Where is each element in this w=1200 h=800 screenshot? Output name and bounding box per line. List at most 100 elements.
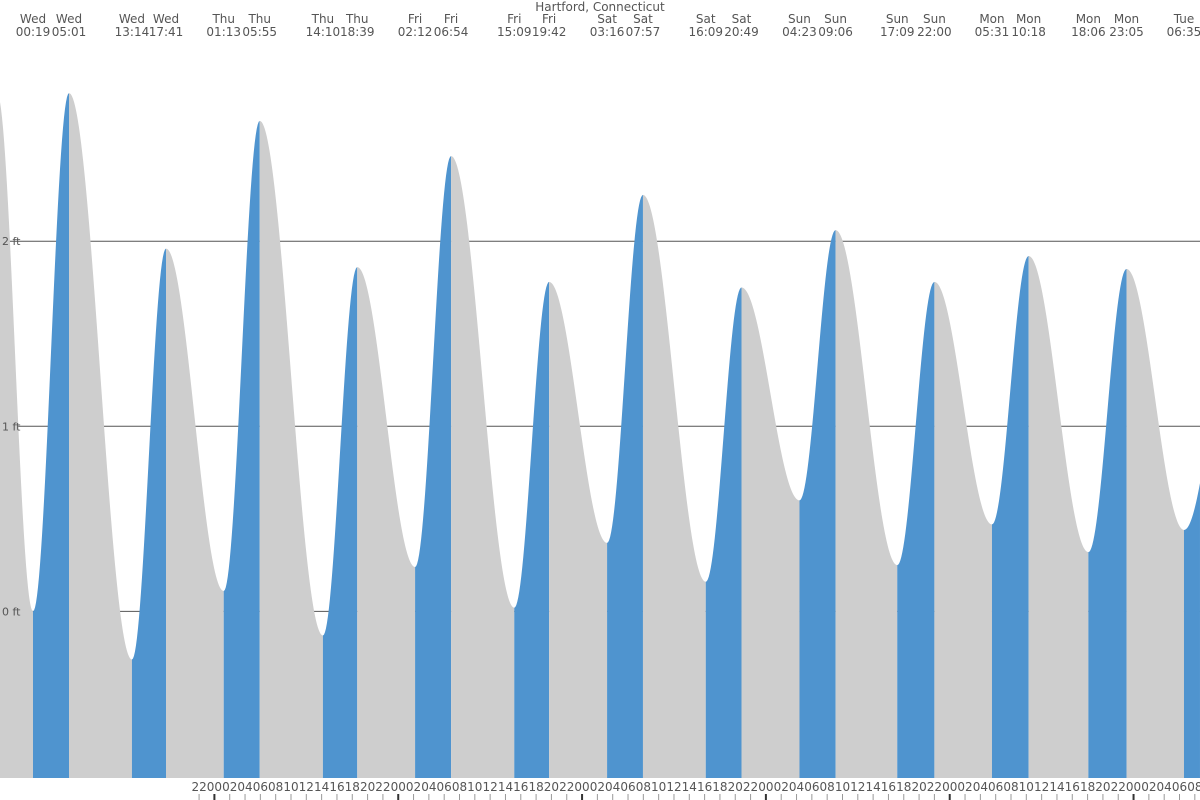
tide-area — [897, 281, 935, 778]
x-tick-label: 16 — [881, 780, 896, 794]
tide-area — [741, 287, 800, 778]
extreme-day: Thu — [345, 12, 369, 26]
x-tick-label: 22 — [559, 780, 574, 794]
extreme-day: Sun — [788, 12, 811, 26]
tide-area — [642, 194, 706, 778]
x-tick-label: 02 — [590, 780, 605, 794]
extreme-time: 17:09 — [880, 25, 915, 39]
x-tick-label: 04 — [605, 780, 620, 794]
tide-area — [934, 281, 992, 778]
extreme-day: Fri — [542, 12, 556, 26]
extreme-time: 09:06 — [818, 25, 853, 39]
x-tick-label: 04 — [421, 780, 436, 794]
extreme-day: Sat — [597, 12, 617, 26]
extreme-time: 01:13 — [206, 25, 241, 39]
tide-area — [357, 267, 416, 778]
extreme-time: 07:57 — [626, 25, 661, 39]
x-tick-label: 18 — [896, 780, 911, 794]
extreme-day: Thu — [311, 12, 335, 26]
x-tick-label: 06 — [253, 780, 268, 794]
tide-area — [705, 287, 742, 778]
x-tick-label: 08 — [636, 780, 651, 794]
extreme-time: 18:06 — [1071, 25, 1106, 39]
x-tick-label: 16 — [513, 780, 528, 794]
extreme-day: Sun — [886, 12, 909, 26]
x-tick-label: 02 — [774, 780, 789, 794]
x-tick-label: 20 — [728, 780, 743, 794]
x-tick-label: 14 — [314, 780, 329, 794]
x-tick-label: 12 — [483, 780, 498, 794]
extreme-time: 20:49 — [724, 25, 759, 39]
x-tick-label: 20 — [911, 780, 926, 794]
x-tick-label: 12 — [666, 780, 681, 794]
x-tick-label: 04 — [973, 780, 988, 794]
x-tick-label: 06 — [804, 780, 819, 794]
x-tick-label: 00 — [942, 780, 957, 794]
extreme-day: Mon — [1076, 12, 1101, 26]
tide-area — [549, 281, 608, 778]
extreme-time: 10:18 — [1011, 25, 1046, 39]
x-tick-label: 08 — [268, 780, 283, 794]
extreme-time: 05:55 — [242, 25, 277, 39]
tide-area — [1183, 483, 1200, 778]
extreme-day: Mon — [1016, 12, 1041, 26]
tide-area — [835, 230, 898, 779]
x-tick-label: 10 — [1019, 780, 1034, 794]
chart-title: Hartford, Connecticut — [535, 0, 665, 14]
x-tick-label: 12 — [1034, 780, 1049, 794]
x-tick-label: 00 — [1126, 780, 1141, 794]
tide-area — [799, 230, 836, 779]
tide-area — [415, 156, 452, 778]
extreme-time: 18:39 — [340, 25, 375, 39]
extreme-day: Sun — [923, 12, 946, 26]
extreme-time: 00:19 — [16, 25, 51, 39]
extreme-time: 23:05 — [1109, 25, 1144, 39]
tide-area — [514, 281, 550, 778]
tide-area — [223, 120, 260, 778]
tide-area — [69, 93, 132, 778]
extreme-day: Sat — [696, 12, 716, 26]
extreme-time: 02:12 — [398, 25, 433, 39]
x-tick-label: 04 — [237, 780, 252, 794]
extreme-time: 15:09 — [497, 25, 532, 39]
extreme-day: Wed — [153, 12, 179, 26]
extreme-day: Thu — [211, 12, 235, 26]
extreme-day: Fri — [507, 12, 521, 26]
extreme-time: 17:41 — [149, 25, 184, 39]
x-tick-label: 08 — [1003, 780, 1018, 794]
x-tick-label: 22 — [191, 780, 206, 794]
x-tick-label: 20 — [544, 780, 559, 794]
x-tick-label: 02 — [957, 780, 972, 794]
x-tick-label: 18 — [1080, 780, 1095, 794]
extreme-day: Mon — [1114, 12, 1139, 26]
extreme-time: 04:23 — [782, 25, 817, 39]
tide-area — [0, 101, 33, 779]
x-tick-label: 18 — [712, 780, 727, 794]
y-tick-label: 1 ft — [2, 420, 21, 433]
x-tick-label: 20 — [1095, 780, 1110, 794]
extreme-day: Fri — [408, 12, 422, 26]
x-tick-label: 14 — [865, 780, 880, 794]
x-tick-label: 04 — [789, 780, 804, 794]
extreme-time: 06:35 — [1167, 25, 1200, 39]
tide-area — [33, 93, 69, 778]
x-tick-label: 08 — [1187, 780, 1200, 794]
tide-area — [1126, 268, 1184, 778]
extreme-day: Mon — [979, 12, 1004, 26]
extreme-day: Fri — [444, 12, 458, 26]
x-tick-label: 08 — [452, 780, 467, 794]
x-tick-label: 02 — [1141, 780, 1156, 794]
x-tick-label: 18 — [528, 780, 543, 794]
x-tick-label: 10 — [467, 780, 482, 794]
x-tick-label: 22 — [927, 780, 942, 794]
x-tick-label: 16 — [1065, 780, 1080, 794]
x-tick-label: 22 — [375, 780, 390, 794]
x-tick-label: 14 — [1049, 780, 1064, 794]
extreme-time: 06:54 — [434, 25, 469, 39]
tide-area — [259, 120, 323, 778]
x-tick-label: 02 — [406, 780, 421, 794]
extreme-time: 13:14 — [115, 25, 150, 39]
extreme-day: Wed — [56, 12, 82, 26]
x-tick-label: 06 — [1172, 780, 1187, 794]
